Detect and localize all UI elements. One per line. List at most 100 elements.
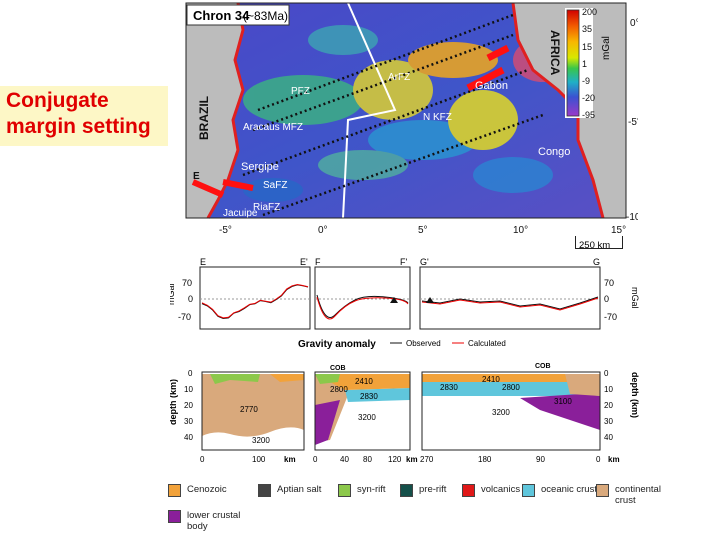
cob-label-c: COB xyxy=(535,363,551,370)
legend-swatch xyxy=(168,510,181,523)
grav-ytick-2: -70 xyxy=(178,312,191,322)
p2-xtick-0: 0 xyxy=(313,455,318,464)
cb-tick-3: 1 xyxy=(582,59,587,69)
cob-marker-gg xyxy=(426,297,434,303)
label-safz: SaFZ xyxy=(263,180,287,191)
lon-tick-4: 15° xyxy=(611,225,626,236)
density-3100-c: 3100 xyxy=(554,397,572,406)
colorbar-unit: mGal xyxy=(601,36,612,60)
gravity-label-e-prime: E' xyxy=(300,257,308,267)
sec-ytick-r2: 20 xyxy=(604,401,613,410)
legend-label: Cenozoic xyxy=(187,484,227,495)
gravity-label-g: G xyxy=(593,257,600,267)
label-pfz: PFZ xyxy=(291,86,310,97)
density-2800-b: 2800 xyxy=(330,385,348,394)
label-nkfz: N KFZ xyxy=(423,112,452,123)
gravity-panel-gg xyxy=(419,266,601,330)
legend-item: volcanics xyxy=(462,484,520,497)
sec-ytick-0: 0 xyxy=(188,369,193,378)
map-label-box xyxy=(186,4,290,26)
legend-label: syn-rift xyxy=(357,484,386,495)
legend-swatch xyxy=(400,484,413,497)
gravity-title: Gravity anomaly xyxy=(298,339,376,350)
lat-tick-2: -10° xyxy=(626,212,638,223)
legend-swatch xyxy=(522,484,535,497)
sec-ytick-3: 30 xyxy=(184,417,193,426)
density-2770-a: 2770 xyxy=(240,405,258,414)
cb-tick-6: -95 xyxy=(582,110,595,120)
sec-ytick-r4: 40 xyxy=(604,433,613,442)
cob-marker-ff xyxy=(390,297,398,303)
legend-label: volcanics xyxy=(481,484,521,495)
sec-ytick-4: 40 xyxy=(184,433,193,442)
sec-ylabel-right: depth (km) xyxy=(630,372,640,418)
section-panel-1: 2770 3200 xyxy=(201,371,305,451)
grav-curves-ee xyxy=(201,284,309,319)
cb-tick-4: -9 xyxy=(582,76,590,86)
section-panel-2: 2410 2830 2800 3200 COB xyxy=(314,365,411,451)
density-3200-a: 3200 xyxy=(252,436,270,445)
legend-item: lower crustal body xyxy=(168,510,251,532)
sec-ylabel-left: depth (km) xyxy=(170,379,178,425)
gravity-anomaly-map: Chron 34 (~83Ma) BRAZIL AFRICA PFZ ArFZ … xyxy=(185,2,638,236)
legend-swatch xyxy=(338,484,351,497)
arrow-e-prime xyxy=(222,179,254,191)
label-riafz: RiaFZ xyxy=(253,202,280,213)
grav-ytick-1: 0 xyxy=(188,294,193,304)
legend-swatch xyxy=(596,484,609,497)
label-profile-e: E xyxy=(193,171,200,182)
lat-tick-1: -5° xyxy=(628,117,638,128)
map-label: Chron 34 xyxy=(193,8,250,23)
legend-item: Cenozoic xyxy=(168,484,227,497)
brazil-landmass xyxy=(186,3,243,218)
legend-item: syn-rift xyxy=(338,484,386,497)
legend-swatch xyxy=(258,484,271,497)
label-jacuipe: Jacuipe xyxy=(223,208,258,219)
lat-tick-0: 0° xyxy=(630,18,638,29)
gravity-panel-ee xyxy=(199,266,311,330)
density-3200-b: 3200 xyxy=(358,413,376,422)
p3-xtick-2: 90 xyxy=(536,455,545,464)
gravity-label-f-prime: F' xyxy=(400,257,407,267)
legend-swatch xyxy=(462,484,475,497)
p3-xtick-0: 270 xyxy=(420,455,434,464)
label-arfz: ArFZ xyxy=(388,72,410,83)
grav-ylabel-left: mGal xyxy=(170,283,176,305)
legend-label: oceanic crust xyxy=(541,484,597,495)
legend-label: lower crustal body xyxy=(187,510,241,532)
legend-item: pre-rift xyxy=(400,484,446,497)
ridge-line xyxy=(342,2,397,219)
lon-tick-0: -5° xyxy=(219,225,232,236)
label-aracaus: Aracaus MFZ xyxy=(243,122,303,133)
density-2830-c: 2830 xyxy=(440,383,458,392)
crustal-sections: 2770 3200 2410 2830 2800 3200 COB 2830 2… xyxy=(170,363,640,464)
grav-observed-ff xyxy=(316,294,409,318)
grav-series-observed-ee xyxy=(201,284,309,319)
density-2830-b: 2830 xyxy=(360,392,378,401)
sec-ytick-r1: 10 xyxy=(604,385,613,394)
sec-ytick-1: 10 xyxy=(184,385,193,394)
sec-ytick-2: 20 xyxy=(184,401,193,410)
legend-label: Aptian salt xyxy=(277,484,322,495)
slide-title: Conjugate margin setting xyxy=(0,86,168,146)
density-2410-c: 2410 xyxy=(482,375,500,384)
cb-tick-5: -20 xyxy=(582,93,595,103)
label-gabon: Gabon xyxy=(475,80,508,92)
map-frame xyxy=(185,2,627,219)
lon-tick-1: 0° xyxy=(318,225,328,236)
p2-xtick-2: 80 xyxy=(363,455,372,464)
density-2410-b: 2410 xyxy=(355,377,373,386)
fracture-zone-lines xyxy=(242,13,544,217)
legend-item: continental crust xyxy=(596,484,679,506)
grav-calc-gg xyxy=(421,297,599,311)
label-sergipe: Sergipe xyxy=(241,161,279,173)
label-congo: Congo xyxy=(538,146,570,158)
arrow-e xyxy=(191,179,225,198)
grav-observed-gg xyxy=(421,296,599,310)
label-africa: AFRICA xyxy=(548,30,562,76)
lon-tick-2: 5° xyxy=(418,225,428,236)
scale-bar-label: 250 km xyxy=(579,240,611,251)
sec-ytick-r3: 30 xyxy=(604,417,613,426)
arrow-g2 xyxy=(486,44,510,62)
p1-xunit: km xyxy=(284,455,296,464)
